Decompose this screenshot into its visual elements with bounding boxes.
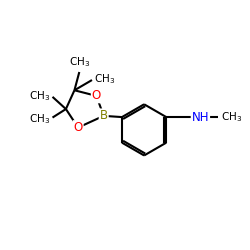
Text: O: O: [74, 121, 83, 134]
Text: B: B: [100, 109, 108, 122]
Text: CH$_3$: CH$_3$: [29, 89, 50, 102]
Text: O: O: [92, 90, 101, 102]
Text: CH$_3$: CH$_3$: [221, 110, 242, 124]
Text: CH$_3$: CH$_3$: [94, 72, 115, 86]
Text: CH$_3$: CH$_3$: [69, 55, 90, 69]
Text: NH: NH: [192, 110, 209, 124]
Text: CH$_3$: CH$_3$: [29, 112, 50, 126]
